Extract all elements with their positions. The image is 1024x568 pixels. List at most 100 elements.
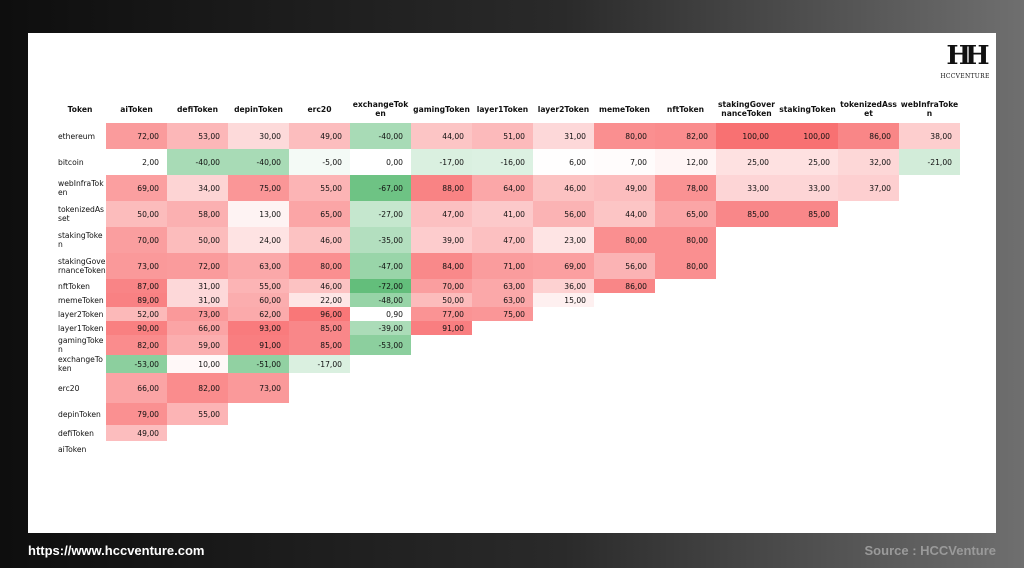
empty-cell	[655, 293, 716, 307]
heatmap-cell: 33,00	[716, 175, 777, 201]
heatmap-cell: -39,00	[350, 321, 411, 335]
heatmap-cell: 33,00	[777, 175, 838, 201]
heatmap-cell: 22,00	[289, 293, 350, 307]
heatmap-cell: 46,00	[289, 279, 350, 293]
heatmap-cell: 55,00	[228, 279, 289, 293]
empty-cell	[655, 279, 716, 293]
heatmap-cell: 91,00	[411, 321, 472, 335]
footer-source: Source : HCCVenture	[864, 543, 996, 558]
empty-cell	[411, 355, 472, 373]
empty-cell	[716, 373, 777, 403]
heatmap-cell: -51,00	[228, 355, 289, 373]
heatmap-cell: 63,00	[472, 293, 533, 307]
heatmap-cell: -35,00	[350, 227, 411, 253]
empty-cell	[777, 321, 838, 335]
empty-cell	[228, 403, 289, 425]
empty-cell	[899, 335, 960, 355]
row-label: ethereum	[54, 123, 106, 149]
heatmap-cell: 59,00	[167, 335, 228, 355]
row-label: layer1Token	[54, 321, 106, 335]
heatmap-cell: 75,00	[472, 307, 533, 321]
empty-cell	[777, 403, 838, 425]
heatmap-cell: 96,00	[289, 307, 350, 321]
heatmap-cell: 53,00	[167, 123, 228, 149]
empty-cell	[777, 253, 838, 279]
empty-cell	[167, 425, 228, 441]
empty-cell	[655, 441, 716, 457]
table-row: aiToken	[54, 441, 960, 457]
empty-cell	[411, 425, 472, 441]
empty-cell	[533, 425, 594, 441]
table-row: defiToken 49,00	[54, 425, 960, 441]
empty-cell	[655, 307, 716, 321]
heatmap-cell: -53,00	[106, 355, 167, 373]
column-header: exchangeToken	[352, 100, 409, 118]
table-row: nftToken 87,00 31,00 55,00 46,00 -72,00 70,00 6…	[54, 279, 960, 293]
heatmap-cell: -16,00	[472, 149, 533, 175]
empty-cell	[655, 335, 716, 355]
empty-cell	[533, 403, 594, 425]
heatmap-cell: 77,00	[411, 307, 472, 321]
heatmap-cell: 71,00	[472, 253, 533, 279]
heatmap-cell: -21,00	[899, 149, 960, 175]
empty-cell	[899, 321, 960, 335]
empty-cell	[716, 441, 777, 457]
heatmap-cell: 85,00	[289, 321, 350, 335]
heatmap-cell: -17,00	[289, 355, 350, 373]
logo-mark-icon: HH	[946, 41, 989, 71]
empty-cell	[716, 279, 777, 293]
heatmap-cell: 82,00	[106, 335, 167, 355]
row-label: layer2Token	[54, 307, 106, 321]
empty-cell	[716, 293, 777, 307]
row-label: stakingGovernanceToken	[54, 253, 106, 279]
column-header: stakingToken	[779, 104, 836, 114]
heatmap-cell: -67,00	[350, 175, 411, 201]
row-label: exchangeToken	[54, 355, 106, 373]
row-label: memeToken	[54, 293, 106, 307]
empty-cell	[899, 425, 960, 441]
row-label: webInfraToken	[54, 175, 106, 201]
heatmap-cell: 52,00	[106, 307, 167, 321]
heatmap-cell: 50,00	[167, 227, 228, 253]
heatmap-cell: 85,00	[777, 201, 838, 227]
row-label: tokenizedAsset	[54, 201, 106, 227]
empty-cell	[899, 227, 960, 253]
empty-cell	[594, 441, 655, 457]
heatmap-cell: 73,00	[167, 307, 228, 321]
empty-cell	[533, 373, 594, 403]
empty-cell	[777, 355, 838, 373]
heatmap-cell: 66,00	[167, 321, 228, 335]
heatmap-cell: 60,00	[228, 293, 289, 307]
heatmap-cell: 58,00	[167, 201, 228, 227]
heatmap-cell: 49,00	[594, 175, 655, 201]
table-row: depinToken 79,00 55,00	[54, 403, 960, 425]
heatmap-cell: 91,00	[228, 335, 289, 355]
empty-cell	[777, 425, 838, 441]
header-row: Token aiToken defiToken depinToken erc20 exch…	[54, 95, 960, 123]
heatmap-cell: 73,00	[228, 373, 289, 403]
row-label: bitcoin	[54, 149, 106, 175]
empty-cell	[838, 201, 899, 227]
empty-cell	[533, 441, 594, 457]
heatmap-cell: 31,00	[167, 279, 228, 293]
corner-label: Token	[67, 104, 93, 114]
heatmap-cell: 100,00	[716, 123, 777, 149]
empty-cell	[106, 441, 167, 457]
empty-cell	[838, 321, 899, 335]
empty-cell	[777, 279, 838, 293]
empty-cell	[655, 403, 716, 425]
heatmap-cell: 38,00	[899, 123, 960, 149]
heatmap-cell: 44,00	[411, 123, 472, 149]
heatmap-cell: 41,00	[472, 201, 533, 227]
empty-cell	[716, 355, 777, 373]
empty-cell	[289, 425, 350, 441]
heatmap-cell: -48,00	[350, 293, 411, 307]
empty-cell	[594, 335, 655, 355]
heatmap-cell: 2,00	[106, 149, 167, 175]
table-row: layer1Token 90,00 66,00 93,00 85,00 -39,00 91,…	[54, 321, 960, 335]
empty-cell	[594, 425, 655, 441]
heatmap-cell: 79,00	[106, 403, 167, 425]
column-header: erc20	[307, 104, 332, 114]
logo-text: HCCVENTURE	[940, 73, 990, 80]
heatmap-cell: 70,00	[106, 227, 167, 253]
